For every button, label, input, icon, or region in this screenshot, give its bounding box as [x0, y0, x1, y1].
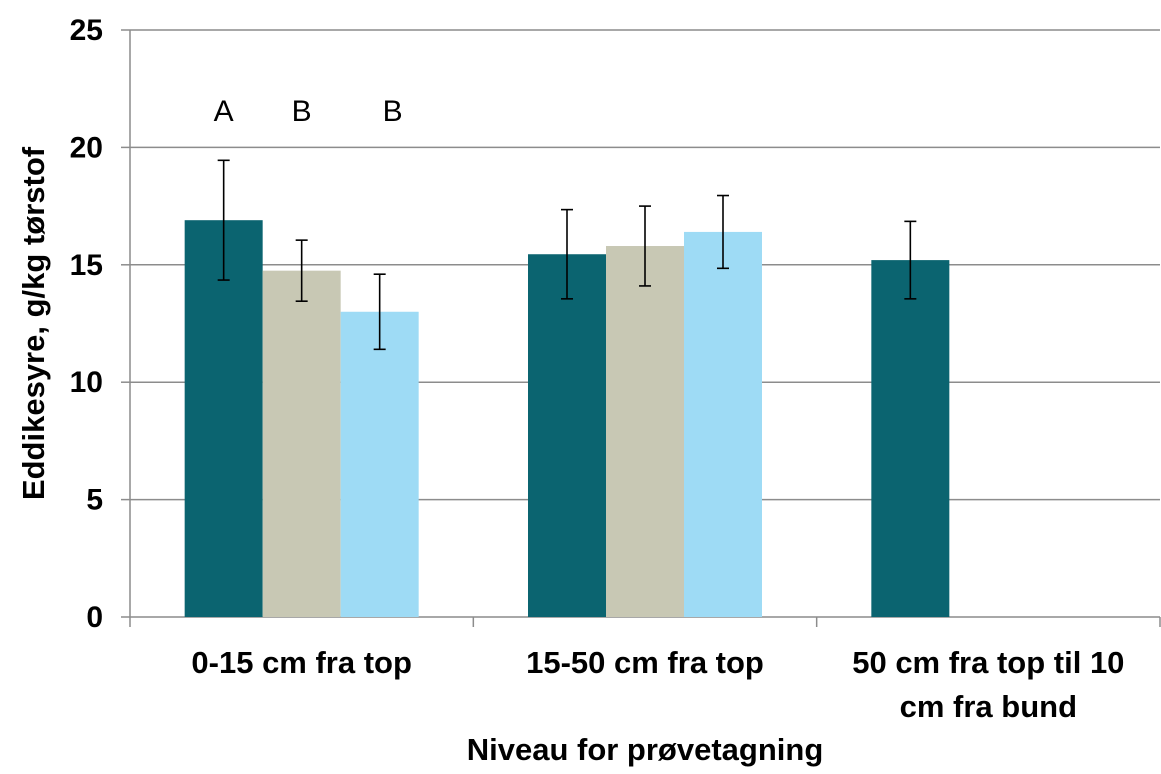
x-category-label: 15-50 cm fra top — [526, 645, 764, 680]
bar — [606, 246, 684, 618]
bar — [684, 231, 762, 618]
x-axis-title: Niveau for prøvetagning — [467, 732, 824, 767]
error-bars — [217, 159, 917, 351]
bar — [262, 270, 341, 617]
y-tick-label: 25 — [70, 14, 103, 47]
significance-letter: A — [214, 95, 234, 128]
bar — [871, 260, 950, 617]
y-tick-label: 5 — [86, 484, 103, 517]
bars — [184, 220, 950, 618]
y-tick-label: 0 — [86, 601, 103, 634]
bar — [528, 254, 606, 617]
x-category-label: 50 cm fra top til 10 — [852, 645, 1124, 680]
labels: 0 5 10 15 20 25 A B B 0-15 cm fra top 15-50 cm fra… — [16, 14, 1124, 767]
y-axis-title: Eddikesyre, g/kg tørstof — [16, 146, 51, 500]
y-tick-label: 20 — [70, 131, 103, 164]
y-tick-label: 10 — [70, 366, 103, 399]
x-category-label: 0-15 cm fra top — [191, 645, 412, 680]
bar — [184, 220, 263, 618]
bar — [340, 311, 419, 617]
y-tick-label: 15 — [70, 249, 103, 282]
significance-letter: B — [292, 95, 312, 128]
x-category-label: cm fra bund — [900, 689, 1077, 724]
significance-letter: B — [383, 95, 403, 128]
